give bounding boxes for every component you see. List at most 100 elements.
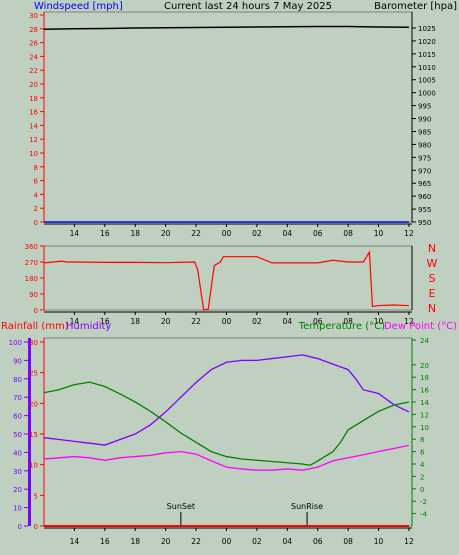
compass-label: N — [428, 242, 436, 255]
humidity-tick-label: 50 — [13, 431, 22, 439]
temperature-tick-label: 20 — [420, 362, 429, 370]
panel1-left-tick-label: 20 — [29, 81, 38, 89]
temperature-tick-label: 6 — [420, 449, 425, 457]
panel3-x-tick-label: 00 — [222, 537, 232, 546]
panel1-left-tick-label: 2 — [34, 205, 38, 213]
temperature-tick-label: 16 — [420, 387, 429, 395]
temperature-tick-label: 8 — [420, 436, 424, 444]
panel1-x-tick-label: 20 — [161, 229, 171, 238]
rainfall-tick-label: 0 — [34, 523, 38, 531]
panel2-left-tick-label: 90 — [29, 291, 38, 299]
temperature-tick-label: 4 — [420, 461, 425, 469]
panel1-x-tick-label: 18 — [130, 229, 140, 238]
temperature-tick-label: -4 — [420, 511, 428, 519]
panel1-right-tick-label: 990 — [418, 116, 431, 124]
temperature-tick-label: 2 — [420, 473, 424, 481]
panel1-right-tick-label: 1025 — [418, 25, 436, 33]
panel1-right-tick-label: 950 — [418, 219, 431, 227]
temperature-tick-label: 0 — [420, 486, 424, 494]
dewpoint-line — [43, 444, 410, 471]
panel2-plot-area — [43, 245, 413, 311]
panel1-right-tick-label: 980 — [418, 141, 431, 149]
panel1-x-tick-label: 16 — [100, 229, 110, 238]
dewpoint-axis-label: Dew Point (°C) — [384, 321, 457, 332]
sunrise-label: SunRise — [291, 502, 323, 511]
panel1-left-tick-label: 24 — [29, 53, 38, 61]
panel3-x-tick-label: 10 — [374, 537, 384, 546]
panel1-left-tick-label: 28 — [29, 26, 38, 34]
temperature-tick-label: 14 — [420, 399, 429, 407]
panel1-plot-area — [43, 11, 413, 223]
panel1-right-tick-label: 995 — [418, 103, 431, 111]
panel1-left-tick-label: 22 — [29, 67, 38, 75]
panel2-left-tick-label: 360 — [25, 243, 38, 251]
barometer-line — [43, 25, 409, 31]
panel2-x-tick-label: 18 — [130, 317, 140, 326]
panel3-x-tick-label: 22 — [191, 537, 201, 546]
panel3-x-tick-label: 16 — [100, 537, 110, 546]
panel1-right-tick-label: 955 — [418, 206, 431, 214]
sunset-label: SunSet — [167, 502, 195, 511]
panel2-left-tick-label: 180 — [25, 275, 38, 283]
compass-label: S — [429, 272, 436, 285]
humidity-tick-label: 60 — [13, 413, 22, 421]
panel1-left-tick-label: 30 — [29, 12, 38, 20]
panel1-left-tick-label: 14 — [29, 122, 38, 130]
panel3-x-tick-label: 20 — [161, 537, 171, 546]
panel1-left-tick-label: 0 — [34, 219, 38, 227]
rainfall-tick-label: 15 — [29, 431, 38, 439]
panel1-left-tick-label: 8 — [34, 164, 38, 172]
panel1-left-tick-label: 4 — [34, 191, 39, 199]
humidity-tick-label: 30 — [13, 468, 22, 476]
panel1-x-tick-label: 10 — [374, 229, 384, 238]
panel1-right-tick-label: 1015 — [418, 51, 436, 59]
panel3-x-tick-label: 08 — [343, 537, 353, 546]
panel2-x-tick-label: 02 — [252, 317, 262, 326]
panel1-x-tick-label: 06 — [313, 229, 323, 238]
rainfall-tick-label: 25 — [29, 370, 38, 378]
compass-label: N — [428, 302, 436, 315]
panel1-right-tick-label: 1000 — [418, 90, 436, 98]
humidity-tick-label: 80 — [13, 376, 22, 384]
panel2-left-tick-label: 270 — [25, 259, 38, 267]
rainfall-tick-label: 10 — [29, 462, 38, 470]
panel1-left-tick-label: 26 — [29, 40, 38, 48]
panel2-x-tick-label: 22 — [191, 317, 201, 326]
panel3-x-tick-label: 06 — [313, 537, 323, 546]
temperature-tick-label: 10 — [420, 424, 429, 432]
humidity-tick-label: 20 — [13, 486, 22, 494]
panel3-x-tick-label: 14 — [70, 537, 80, 546]
compass-label: E — [429, 287, 436, 300]
panel1-right-tick-label: 965 — [418, 180, 431, 188]
panel1-x-tick-label: 04 — [283, 229, 293, 238]
humidity-tick-label: 0 — [18, 523, 22, 531]
humidity-tick-label: 70 — [13, 394, 22, 402]
temperature-tick-label: 24 — [420, 337, 429, 345]
humidity-tick-label: 100 — [9, 339, 22, 347]
rainfall-axis-label: Rainfall (mm) — [1, 321, 69, 332]
panel1-left-tick-label: 6 — [34, 178, 39, 186]
compass-label: W — [427, 257, 438, 270]
panel2-x-tick-label: 12 — [404, 317, 414, 326]
panel1-right-tick-label: 975 — [418, 154, 431, 162]
panel1-right-axis-label: Barometer [hpa] — [374, 1, 457, 12]
humidity-line — [43, 354, 410, 446]
humidity-tick-label: 10 — [13, 505, 22, 513]
panel1-left-tick-label: 18 — [29, 95, 38, 103]
panel1-x-tick-label: 08 — [343, 229, 353, 238]
panel1-right-tick-label: 1010 — [418, 64, 436, 72]
temperature-line — [43, 381, 410, 466]
panel3-x-tick-label: 02 — [252, 537, 262, 546]
panel1-right-tick-label: 985 — [418, 128, 431, 136]
panel1-x-tick-label: 00 — [222, 229, 232, 238]
panel2-x-tick-label: 06 — [313, 317, 323, 326]
rainfall-tick-label: 5 — [34, 492, 38, 500]
panel3-x-tick-label: 18 — [130, 537, 140, 546]
panel2-x-tick-label: 08 — [343, 317, 353, 326]
humidity-tick-label: 90 — [13, 357, 22, 365]
panel1-x-tick-label: 14 — [70, 229, 80, 238]
panel2-x-tick-label: 16 — [100, 317, 110, 326]
panel1-left-tick-label: 10 — [29, 150, 38, 158]
panel3-plot-area — [43, 337, 413, 527]
